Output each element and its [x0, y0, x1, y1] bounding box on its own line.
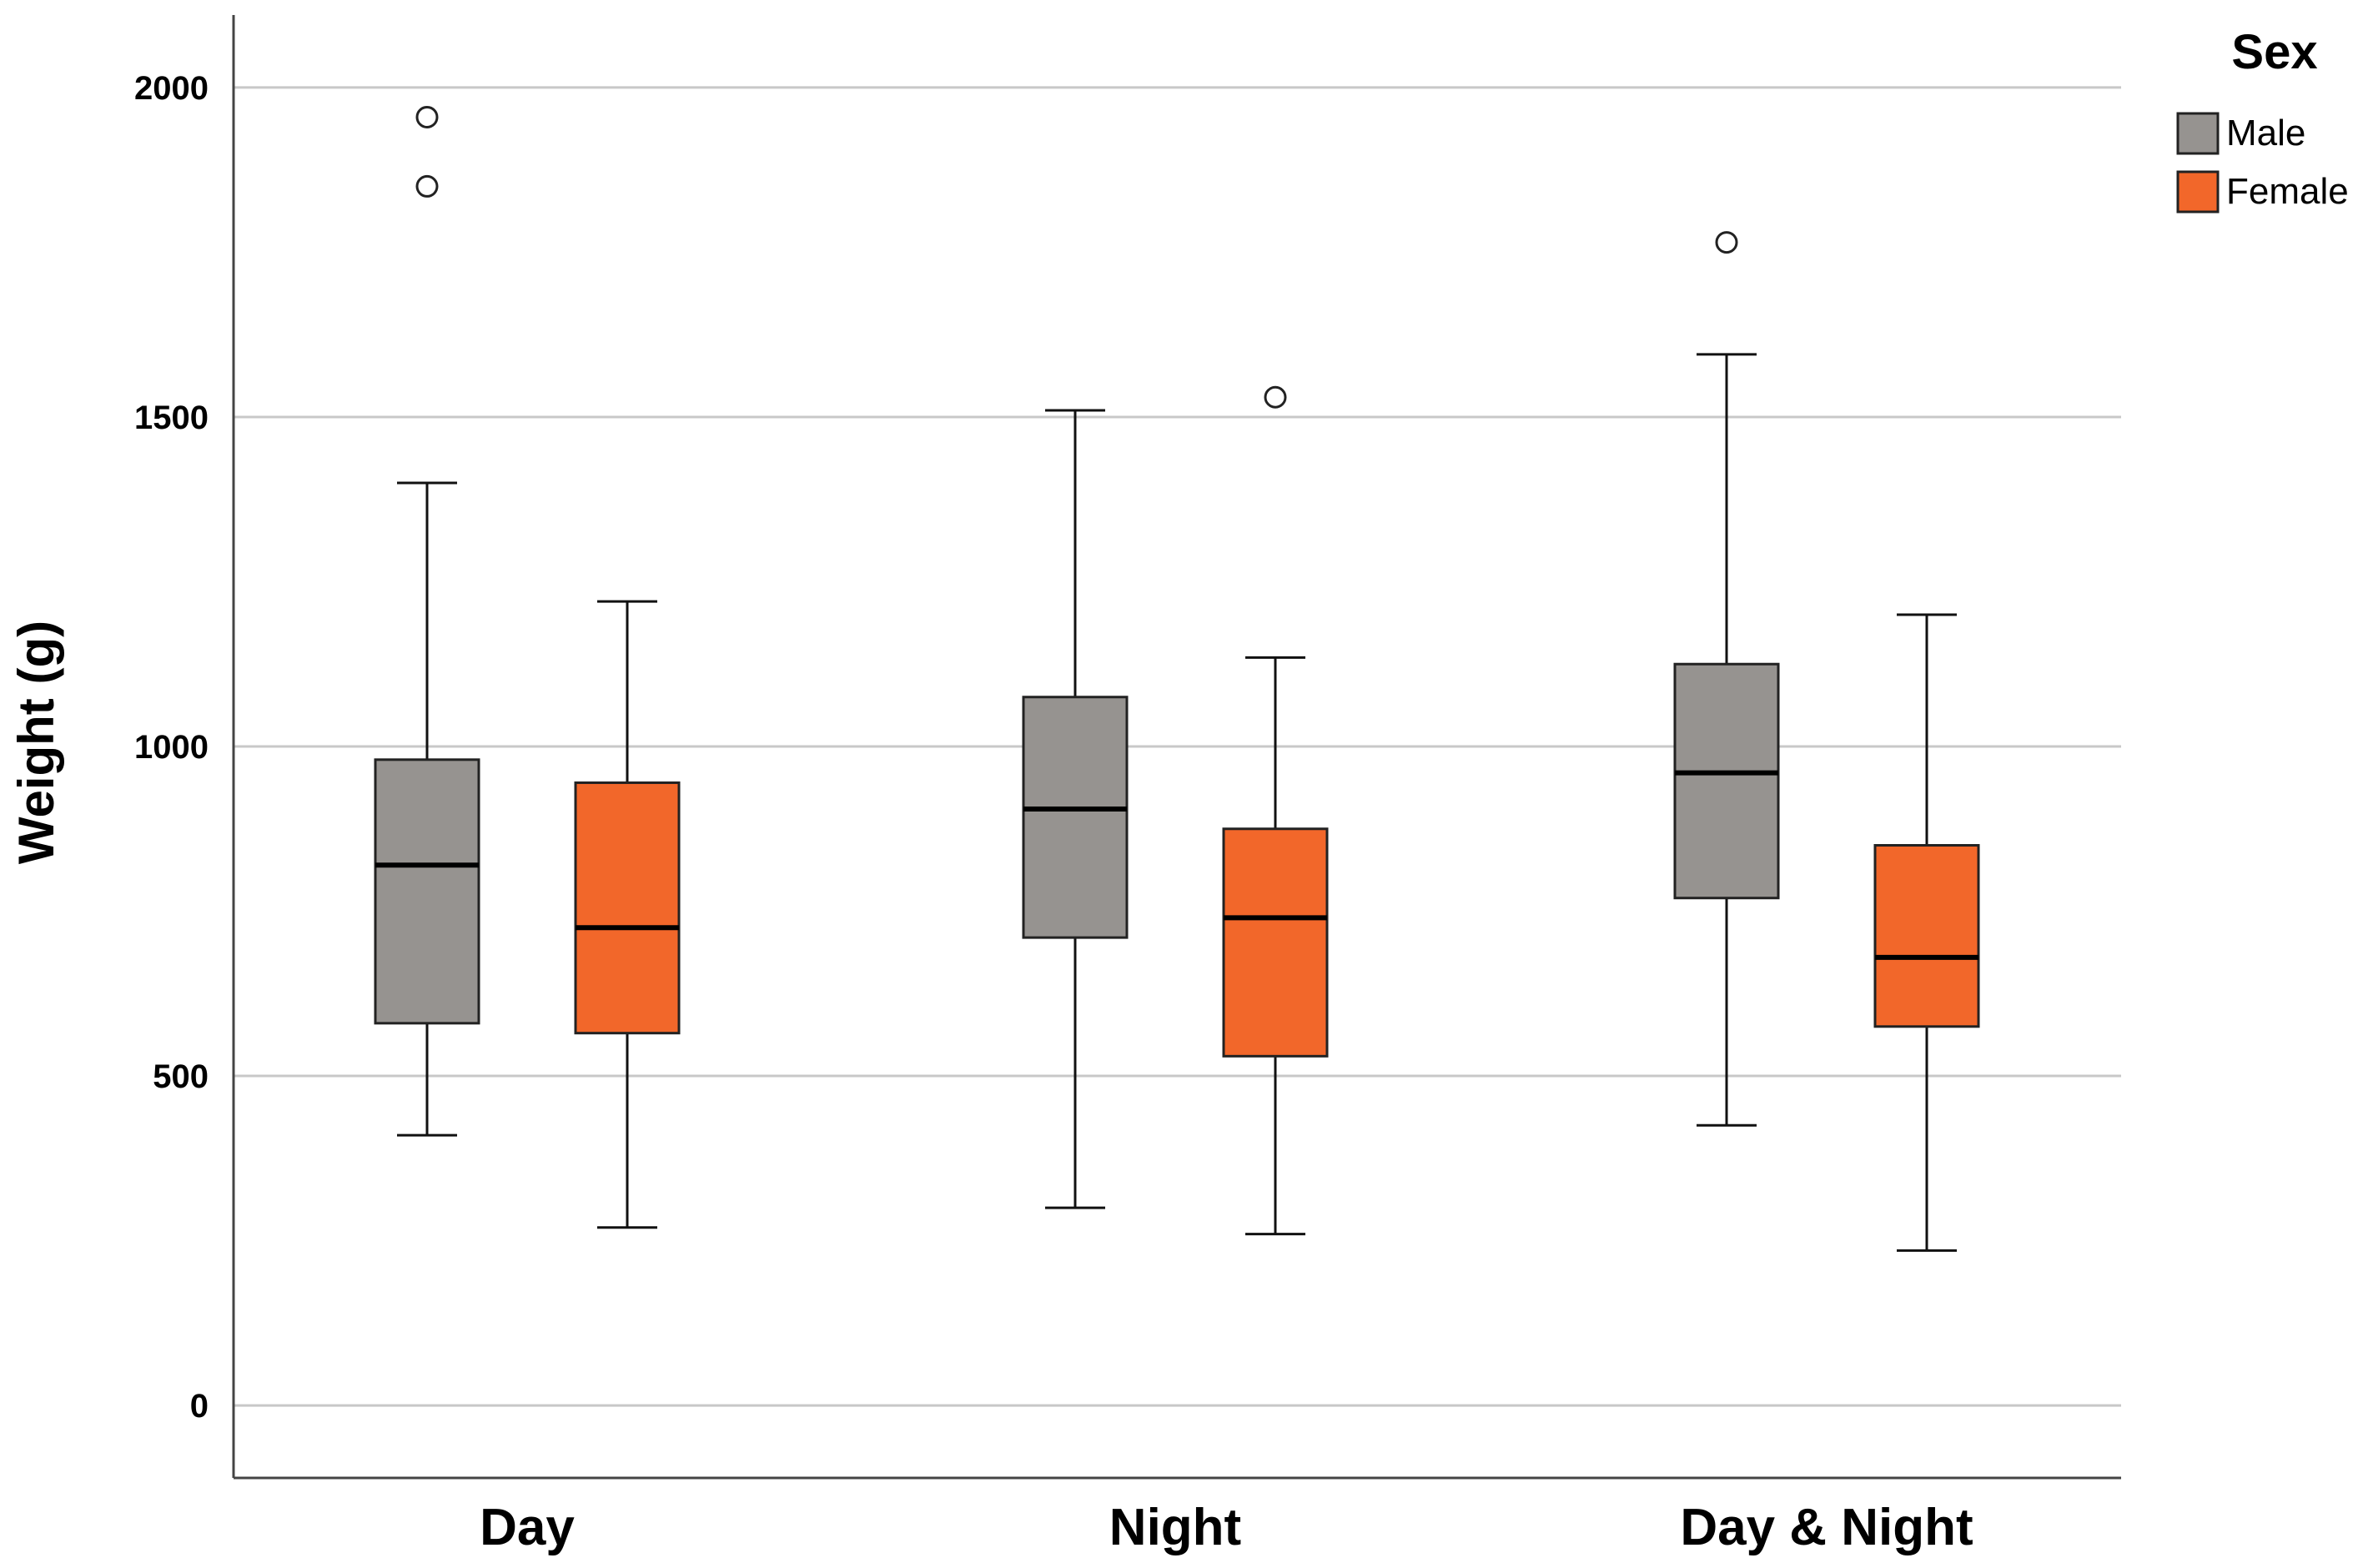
- x-category-label: Night: [1109, 1499, 1241, 1556]
- box-iqr: [374, 758, 480, 1025]
- outlier-point: [1715, 231, 1738, 254]
- y-tick-label: 500: [153, 1058, 209, 1095]
- x-category-label: Day: [480, 1499, 575, 1556]
- legend-swatch-female: [2176, 170, 2220, 214]
- legend-label-male: Male: [2226, 113, 2305, 153]
- legend-label-female: Female: [2226, 171, 2349, 212]
- axes: [232, 15, 2121, 1480]
- legend-items: Male Female: [2176, 112, 2349, 214]
- y-axis-ticks: 0 500 1000 1500 2000: [134, 70, 209, 1425]
- box-female-0: [574, 600, 681, 1229]
- gridlines: [234, 86, 2121, 1407]
- y-tick-label: 1000: [134, 729, 209, 766]
- box-female-1: [1222, 385, 1329, 1236]
- box-male-2: [1673, 231, 1780, 1127]
- outlier-point: [1264, 385, 1287, 409]
- box-iqr: [574, 781, 681, 1035]
- box-iqr: [1222, 827, 1329, 1058]
- box-male-0: [374, 105, 480, 1137]
- y-tick-label: 0: [190, 1388, 209, 1425]
- legend-swatch-male: [2176, 112, 2220, 155]
- box-iqr: [1873, 844, 1980, 1028]
- y-tick-label: 2000: [134, 70, 209, 107]
- outlier-point: [415, 105, 439, 128]
- box-iqr: [1022, 696, 1129, 939]
- box-series: [374, 105, 1980, 1252]
- outlier-point: [415, 174, 439, 198]
- y-axis-title: Weight (g): [8, 621, 64, 864]
- legend-title: Sex: [2231, 25, 2317, 79]
- box-female-2: [1873, 613, 1980, 1252]
- x-category-label: Day & Night: [1680, 1499, 1973, 1556]
- legend: Sex Male Female: [2176, 25, 2349, 214]
- box-male-1: [1022, 409, 1129, 1209]
- box-iqr: [1673, 662, 1780, 900]
- y-tick-label: 1500: [134, 400, 209, 436]
- x-axis-categories: Day Night Day & Night: [480, 1499, 1973, 1556]
